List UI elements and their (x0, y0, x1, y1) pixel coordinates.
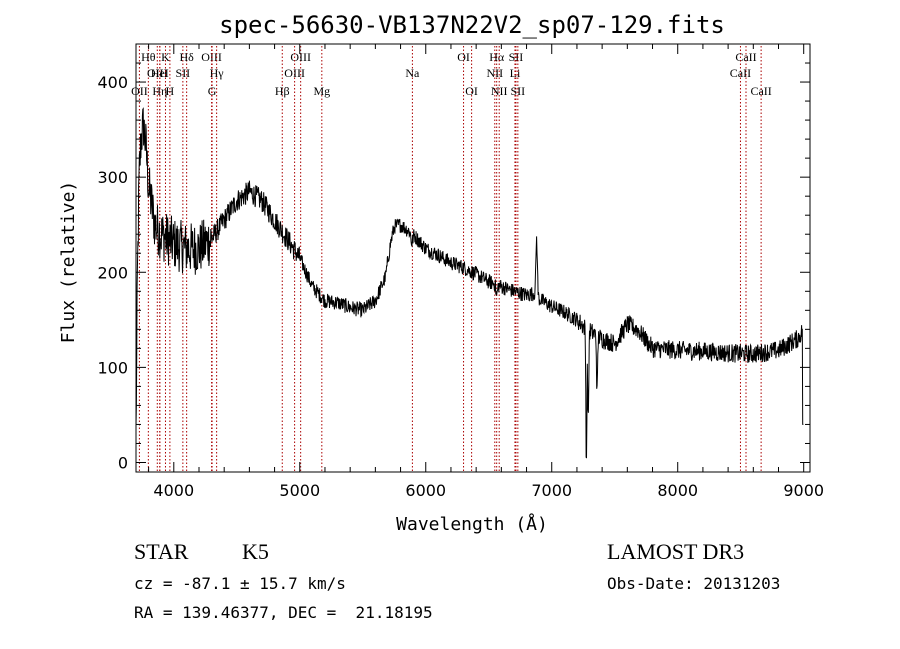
spectral-line-label: OI (457, 50, 470, 64)
y-tick-label: 400 (97, 73, 128, 92)
spectral-line-label: H (166, 84, 175, 98)
axes: 4000 5000 6000 7000 8000 9000 0 100 200 300 400 (97, 44, 824, 500)
coordinates-readout: RA = 139.46377, DEC = 21.18195 (134, 603, 433, 622)
spectral-line-label: Na (405, 66, 420, 80)
spectral-line-label: NII (486, 66, 503, 80)
spectral-line-label: Hγ (210, 66, 225, 80)
spectral-line-label: Hα (489, 50, 505, 64)
x-tick-label: 6000 (405, 481, 446, 500)
y-tick-label: 200 (97, 263, 128, 282)
spectral-line-label: Hδ (179, 50, 194, 64)
x-tick-label: 7000 (531, 481, 572, 500)
spectral-line-label: NII (491, 84, 508, 98)
x-tick-label: 5000 (279, 481, 320, 500)
spectral-line-label: HeI (151, 66, 169, 80)
redshift-readout: cz = -87.1 ± 15.7 km/s (134, 574, 346, 593)
object-class: STAR (134, 539, 189, 564)
x-axis-label: Wavelength (Å) (396, 513, 548, 535)
spectral-line-label: OI (465, 84, 478, 98)
spectral-line-label: CaII (735, 50, 756, 64)
spectral-line-label: Li (510, 66, 521, 80)
spectral-line-label: OIII (201, 50, 222, 64)
spectral-line-label: SII (176, 66, 191, 80)
y-tick-label: 100 (97, 358, 128, 377)
spectral-line-label: SII (511, 84, 526, 98)
spectral-line-label: K (161, 50, 170, 64)
y-tick-label: 0 (118, 453, 128, 472)
spectrum-line (135, 107, 804, 459)
y-tick-label: 300 (97, 168, 128, 187)
spectral-line-label: Hη (152, 84, 167, 98)
spectral-line-label: G (208, 84, 217, 98)
spectral-line-label: OIII (284, 66, 305, 80)
spectrum-series (135, 107, 804, 459)
y-axis-label: Flux (relative) (58, 181, 79, 344)
x-tick-label: 4000 (153, 481, 194, 500)
spectral-line-label: OIII (290, 50, 311, 64)
plot-frame (135, 43, 811, 473)
spectral-line-label: CaII (730, 66, 751, 80)
spectral-line-label: OII (131, 84, 148, 98)
spectral-line-label: SII (509, 50, 524, 64)
x-tick-label: 8000 (657, 481, 698, 500)
obs-date: Obs-Date: 20131203 (607, 574, 781, 593)
chart-title: spec-56630-VB137N22V2_sp07-129.fits (219, 11, 725, 39)
x-tick-label: 9000 (783, 481, 824, 500)
spectral-line-label: CaII (750, 84, 771, 98)
spectral-line-label: Mg (313, 84, 330, 98)
spectral-line-label: OIII (147, 66, 168, 80)
spectral-line-label: Hθ (141, 50, 156, 64)
object-subclass: K5 (242, 539, 269, 564)
spectral-line-label: Hβ (275, 84, 290, 98)
survey-label: LAMOST DR3 (607, 539, 745, 564)
